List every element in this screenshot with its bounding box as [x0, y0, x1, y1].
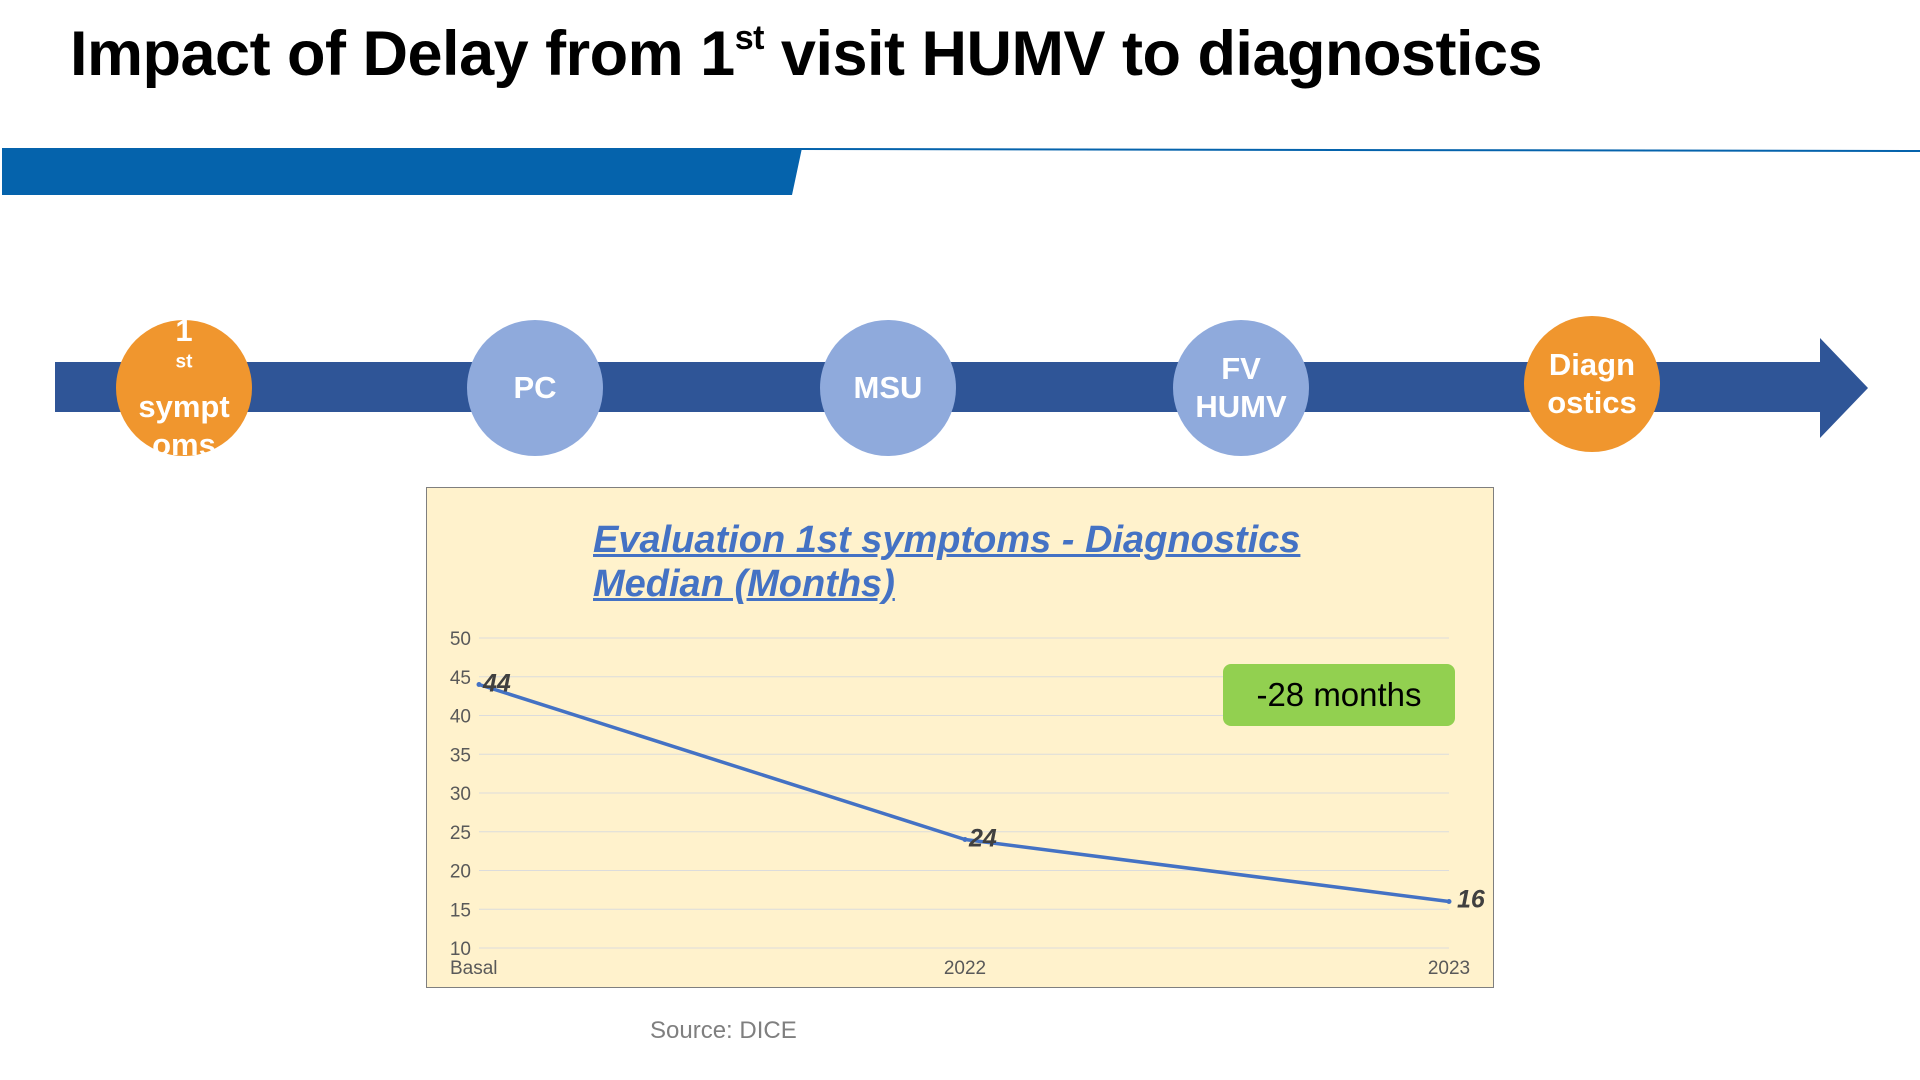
- banner-thin-line: [797, 148, 1920, 152]
- step-fv-humv-line1: FV: [1221, 351, 1261, 386]
- header-banner: [2, 148, 1920, 195]
- data-point: [962, 837, 968, 842]
- y-tick-label: 45: [450, 668, 471, 689]
- step-diagnostics: Diagn ostics: [1524, 316, 1660, 452]
- step-msu: MSU: [820, 320, 956, 456]
- x-tick-label: 2022: [944, 958, 986, 979]
- y-tick-label: 40: [450, 707, 471, 728]
- y-tick-label: 25: [450, 823, 471, 844]
- step-pc-label: PC: [513, 370, 557, 405]
- y-tick-label: 35: [450, 745, 471, 766]
- data-label: 44: [482, 670, 511, 698]
- data-point: [476, 682, 482, 687]
- data-point: [1446, 899, 1452, 904]
- reduction-badge: -28 months: [1223, 664, 1455, 726]
- step-first-symptoms-line2: sympt: [138, 389, 230, 424]
- line-chart: 10 15 20 25 30 35 40 45 50 Basal 2022 2023 44 24 16: [450, 629, 1486, 979]
- y-tick-label: 50: [450, 629, 471, 650]
- chart-title-line1: Evaluation 1st symptoms - Diagnostics: [593, 519, 1301, 561]
- x-tick-label: 2023: [1428, 958, 1470, 979]
- title-main: Impact of Delay from 1: [70, 19, 735, 89]
- y-tick-label: 10: [450, 939, 471, 960]
- title-superscript: st: [734, 19, 765, 57]
- y-tick-label: 30: [450, 784, 471, 805]
- step-pc: PC: [467, 320, 603, 456]
- title-rest: visit HUMV to diagnostics: [763, 19, 1543, 89]
- step-fv-humv-line2: HUMV: [1195, 389, 1287, 424]
- chart-panel: Evaluation 1st symptoms - Diagnostics Me…: [426, 487, 1494, 988]
- y-tick-label: 20: [450, 862, 471, 883]
- data-label: 16: [1457, 886, 1486, 914]
- slide-title: Impact of Delay from 1st visit HUMV to d…: [70, 18, 1543, 90]
- step-fv-humv: FV HUMV: [1173, 320, 1309, 456]
- source-note: Source: DICE: [650, 1017, 797, 1044]
- step-first-symptoms-line3: oms: [152, 427, 216, 462]
- chart-title: Evaluation 1st symptoms - Diagnostics Me…: [593, 518, 1300, 606]
- chart-title-line2: Median (Months): [593, 563, 895, 605]
- x-tick-label: Basal: [450, 958, 498, 979]
- step-msu-label: MSU: [853, 370, 923, 405]
- y-tick-label: 15: [450, 900, 471, 921]
- banner-bar: [2, 148, 802, 195]
- data-label: 24: [968, 825, 997, 853]
- step-diagnostics-line2: ostics: [1547, 385, 1637, 420]
- step-diagnostics-line1: Diagn: [1548, 347, 1636, 382]
